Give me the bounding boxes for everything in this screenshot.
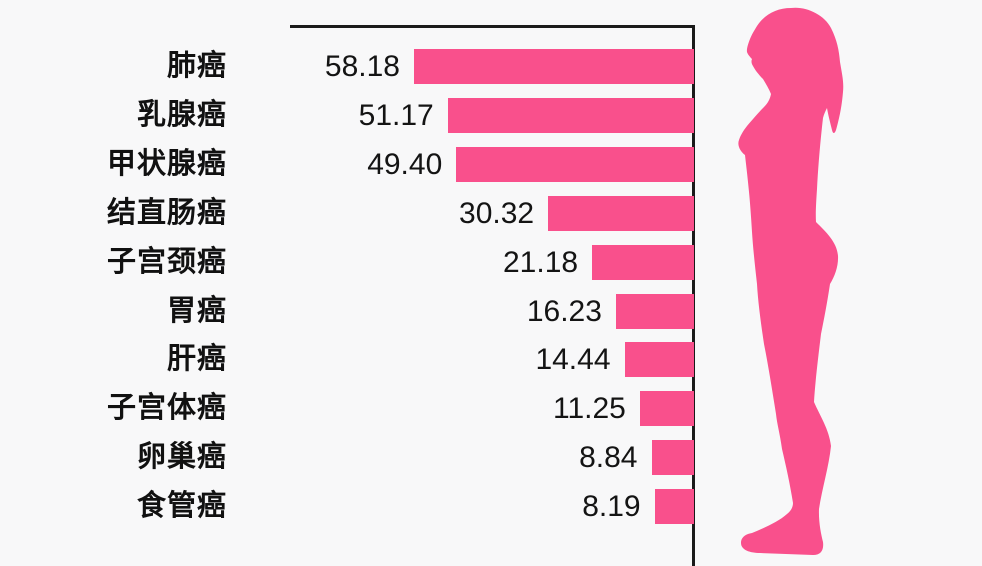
category-label: 乳腺癌: [136, 98, 227, 131]
value-label: 58.18: [324, 50, 400, 83]
chart-row: 胃癌 16.23: [0, 293, 982, 329]
female-silhouette-shape: [738, 7, 844, 556]
bar: [447, 97, 694, 133]
bar: [639, 391, 694, 427]
bar: [548, 195, 694, 231]
category-label: 肺癌: [166, 50, 227, 82]
bar: [651, 440, 694, 476]
bar: [624, 342, 694, 378]
bar: [592, 244, 694, 280]
chart-row: 子宫体癌 11.25: [0, 391, 982, 427]
category-label: 结直肠癌: [106, 196, 227, 229]
category-label: 肝癌: [166, 343, 227, 376]
value-label: 49.40: [367, 147, 443, 181]
value-label: 14.44: [535, 343, 611, 377]
value-label: 30.32: [459, 196, 535, 230]
chart-row: 乳腺癌 51.17: [0, 97, 982, 133]
chart-row: 肺癌 58.18: [0, 49, 982, 84]
female-silhouette: [738, 7, 844, 556]
value-label: 51.17: [358, 98, 434, 132]
bar: [414, 49, 694, 84]
chart-row: 卵巢癌 8.84: [0, 440, 982, 476]
category-label: 卵巢癌: [136, 441, 227, 474]
value-label: 8.84: [579, 441, 638, 475]
chart-row: 子宫颈癌 21.18: [0, 244, 982, 280]
category-label: 甲状腺癌: [106, 147, 227, 180]
category-label: 食管癌: [136, 490, 227, 523]
chart-row: 甲状腺癌 49.40: [0, 146, 982, 182]
category-label: 胃癌: [166, 294, 227, 327]
bar: [615, 293, 694, 329]
bar: [654, 489, 694, 525]
value-label: 8.19: [582, 490, 641, 524]
value-label: 21.18: [503, 245, 579, 279]
chart-row: 结直肠癌 30.32: [0, 195, 982, 231]
bar: [456, 146, 694, 182]
chart-row: 食管癌 8.19: [0, 489, 982, 525]
chart-row: 肝癌 14.44: [0, 342, 982, 378]
value-label: 16.23: [526, 294, 602, 328]
value-label: 11.25: [553, 392, 626, 426]
category-label: 子宫体癌: [106, 392, 227, 425]
category-label: 子宫颈癌: [106, 245, 227, 278]
